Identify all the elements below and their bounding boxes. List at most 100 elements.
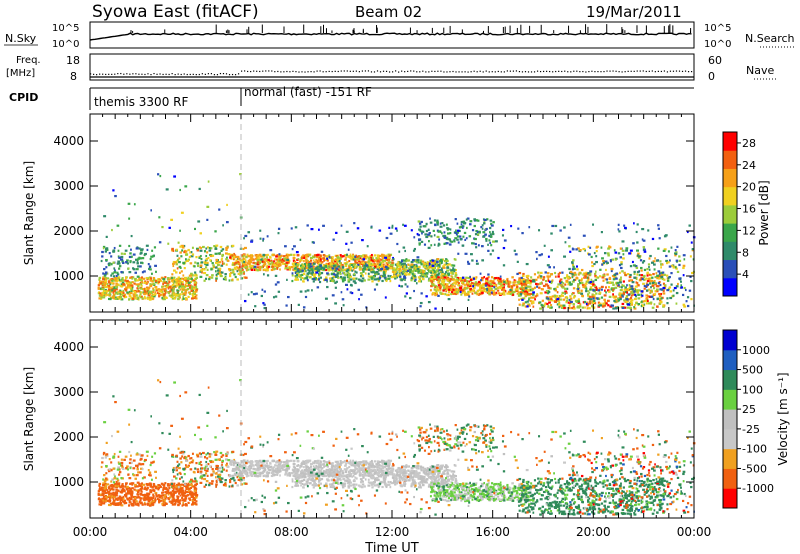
power-cell [407,273,409,276]
power-cell [150,209,152,212]
power-cell [547,286,551,289]
power-cell [378,269,380,272]
power-cell [167,242,170,245]
power-cell [261,260,264,263]
power-cell [129,276,132,279]
power-cell [358,255,360,258]
power-cell [594,297,597,300]
power-cell [186,277,190,281]
power-cell [636,281,639,285]
power-cell [394,263,397,266]
power-cell [666,259,669,263]
power-cell [118,244,122,247]
power-cell [501,234,505,237]
power-cell [597,304,600,307]
power-cell [521,286,524,289]
power-cell [400,285,404,288]
power-cell [122,283,126,286]
velocity-cell [157,486,161,490]
power-cell [594,272,597,276]
power-cell [633,306,636,309]
power-cell [207,256,210,260]
power-cell [559,278,563,281]
power-cell [593,294,596,297]
power-cell [585,276,589,279]
power-cell [368,263,372,267]
power-cell [675,259,679,262]
power-cell [577,283,580,286]
nave-right-tick-top: 60 [708,54,722,67]
power-cell [303,254,306,257]
power-cell [377,279,380,283]
power-cell [486,218,489,221]
power-cell [621,302,625,306]
power-cell [519,280,523,283]
power-cell [262,237,265,241]
freq-dot [678,70,681,72]
power-cell [645,285,648,289]
power-cell [585,290,588,293]
power-cell [539,307,542,310]
power-cell [427,246,431,249]
power-cell [295,262,299,265]
power-cell [106,248,109,251]
power-cell [129,291,133,295]
power-cell [171,283,175,286]
power-cell [300,278,302,281]
power-cell [442,234,446,238]
power-cell [494,276,498,280]
power-cell [521,278,524,281]
power-cell [349,253,352,256]
power-cell [652,272,655,276]
power-cell [228,268,231,271]
power-cell [448,281,451,284]
power-cell [623,271,626,274]
power-cell [431,279,434,282]
power-cell [195,289,198,292]
power-cell [632,293,636,296]
power-cell [546,264,550,267]
power-cell [401,263,404,266]
power-cell [128,271,132,274]
power-cell [341,298,345,301]
power-cell [656,274,660,277]
power-cell [606,252,610,255]
freq-dot [612,70,614,72]
power-cell [647,302,651,305]
power-cell [467,260,469,263]
power-cell [139,290,141,293]
power-cell [432,284,436,287]
power-cell [463,231,467,235]
power-cell [579,279,582,282]
y-tick-label: 4000 [53,134,84,148]
power-cell [294,260,297,263]
power-cell [317,265,320,268]
power-cell [449,231,452,235]
power-cell [646,272,649,275]
power-cell [384,270,387,273]
power-cell [150,283,153,286]
power-cell [428,231,431,235]
power-cell [683,258,686,261]
power-cell [217,252,221,255]
power-cell [307,264,310,268]
power-cell [372,270,375,274]
power-cell [429,264,433,268]
power-cell [658,294,662,298]
power-cell [212,264,215,267]
power-cell [589,246,592,249]
power-cell [571,276,574,279]
power-cell [612,307,615,310]
power-cell [151,249,154,252]
velocity-cell [128,501,132,504]
power-cell [437,289,440,292]
power-cell [553,294,557,297]
power-cell [236,269,239,273]
power-cell [439,287,442,290]
power-cell [348,276,351,280]
power-cell [522,283,526,286]
power-cell [361,239,364,242]
power-cell [169,285,173,288]
power-cell [197,220,201,223]
